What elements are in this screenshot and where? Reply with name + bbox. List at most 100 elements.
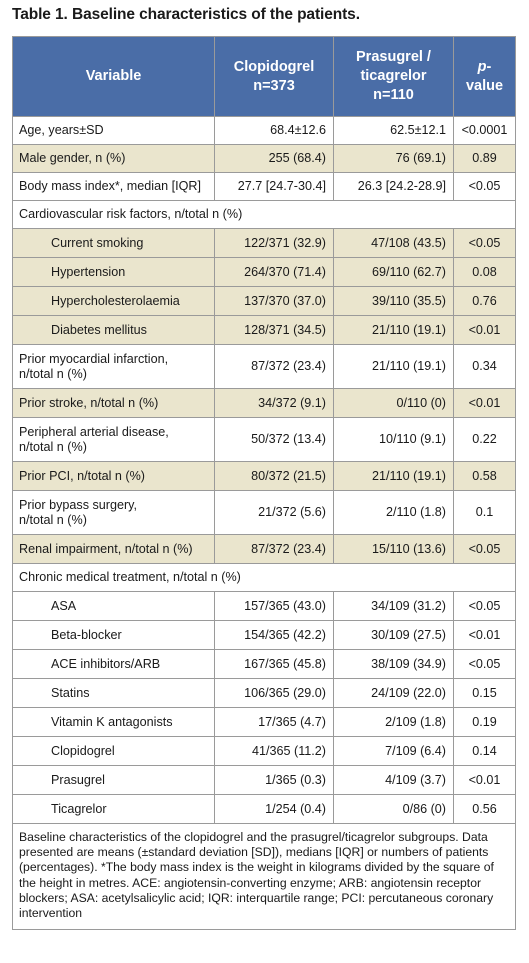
row-label: Current smoking [12,228,215,258]
section-row: Chronic medical treatment, n/total n (%) [12,563,516,592]
section-row: Cardiovascular risk factors, n/total n (… [12,200,516,229]
p-value: 0.19 [453,707,516,737]
table-title: Table 1. Baseline characteristics of the… [12,6,360,23]
header-p-italic: p [477,58,487,75]
header-row: Variable Clopidogrel n=373 Prasugrel / tic… [12,36,516,117]
row-label: Prior myocardial infarction, n/total n (%… [12,344,215,389]
table-row: Prior bypass surgery, n/total n (%) 21/37… [12,490,516,535]
header-variable: Variable [12,36,215,117]
baseline-table: Variable Clopidogrel n=373 Prasugrel / tic… [12,36,516,931]
table-row: Age, years±SD 68.4±12.6 62.5±12.1 <0.000… [12,116,516,145]
row-label: Body mass index*, median [IQR] [12,172,215,201]
clopidogrel-value: 157/365 (43.0) [214,591,334,621]
row-label-line2: n/total n (%) [19,439,87,454]
row-label-line1: Peripheral arterial disease, [19,424,169,439]
clopidogrel-value: 264/370 (71.4) [214,257,334,287]
p-value: 0.22 [453,417,516,462]
clopidogrel-value: 154/365 (42.2) [214,620,334,650]
table-row: Prasugrel 1/365 (0.3) 4/109 (3.7) <0.01 [12,765,516,795]
clopidogrel-value: 1/254 (0.4) [214,794,334,824]
clopidogrel-value: 17/365 (4.7) [214,707,334,737]
table-row: Prior PCI, n/total n (%) 80/372 (21.5) 2… [12,461,516,491]
prasugrel-ticagrelor-value: 2/109 (1.8) [333,707,454,737]
clopidogrel-value: 68.4±12.6 [214,116,334,145]
p-value: <0.05 [453,534,516,564]
row-label: Prior stroke, n/total n (%) [12,388,215,418]
table-row: Statins 106/365 (29.0) 24/109 (22.0) 0.1… [12,678,516,708]
footnote: Baseline characteristics of the clopidog… [12,822,516,931]
prasugrel-ticagrelor-value: 26.3 [24.2-28.9] [333,172,454,201]
header-p-rest: -value [465,58,504,94]
row-label: Prior PCI, n/total n (%) [12,461,215,491]
row-label: Vitamin K antagonists [12,707,215,737]
header-p-value: p-value [453,36,516,117]
prasugrel-ticagrelor-value: 15/110 (13.6) [333,534,454,564]
p-value: <0.0001 [453,116,516,145]
p-value: <0.05 [453,591,516,621]
prasugrel-ticagrelor-value: 2/110 (1.8) [333,490,454,535]
clopidogrel-value: 41/365 (11.2) [214,736,334,766]
prasugrel-ticagrelor-value: 76 (69.1) [333,144,454,173]
p-value: 0.1 [453,490,516,535]
prasugrel-ticagrelor-value: 30/109 (27.5) [333,620,454,650]
prasugrel-ticagrelor-value: 38/109 (34.9) [333,649,454,679]
clopidogrel-value: 34/372 (9.1) [214,388,334,418]
table-row: Diabetes mellitus 128/371 (34.5) 21/110 … [12,315,516,345]
header-pras-line2: ticagrelor [360,68,427,84]
clopidogrel-value: 1/365 (0.3) [214,765,334,795]
clopidogrel-value: 80/372 (21.5) [214,461,334,491]
table-row: Hypercholesterolaemia 137/370 (37.0) 39/… [12,286,516,316]
row-label: Statins [12,678,215,708]
prasugrel-ticagrelor-value: 7/109 (6.4) [333,736,454,766]
header-prasugrel-ticagrelor: Prasugrel / ticagrelor n=110 [333,36,454,117]
prasugrel-ticagrelor-value: 62.5±12.1 [333,116,454,145]
row-label: Peripheral arterial disease, n/total n (%… [12,417,215,462]
section-label: Cardiovascular risk factors, n/total n (… [12,200,516,229]
row-label: Prior bypass surgery, n/total n (%) [12,490,215,535]
clopidogrel-value: 87/372 (23.4) [214,534,334,564]
p-value: <0.01 [453,765,516,795]
prasugrel-ticagrelor-value: 0/110 (0) [333,388,454,418]
row-label: Renal impairment, n/total n (%) [12,534,215,564]
clopidogrel-value: 87/372 (23.4) [214,344,334,389]
header-pras-n: n=110 [373,87,414,103]
table-row: Male gender, n (%) 255 (68.4) 76 (69.1) … [12,144,516,173]
prasugrel-ticagrelor-value: 69/110 (62.7) [333,257,454,287]
table-row: Vitamin K antagonists 17/365 (4.7) 2/109… [12,707,516,737]
clopidogrel-value: 128/371 (34.5) [214,315,334,345]
p-value: <0.05 [453,228,516,258]
table-row: Ticagrelor 1/254 (0.4) 0/86 (0) 0.56 [12,794,516,824]
row-label: Age, years±SD [12,116,215,145]
p-value: 0.58 [453,461,516,491]
header-clopidogrel-name: Clopidogrel [233,58,315,75]
clopidogrel-value: 122/371 (32.9) [214,228,334,258]
row-label-line1: Prior myocardial infarction, [19,351,169,366]
prasugrel-ticagrelor-value: 24/109 (22.0) [333,678,454,708]
row-label: Prasugrel [12,765,215,795]
header-clopidogrel: Clopidogrel n=373 [214,36,334,117]
prasugrel-ticagrelor-value: 21/110 (19.1) [333,344,454,389]
p-value: <0.01 [453,620,516,650]
row-label-line1: Prior bypass surgery, [19,497,138,512]
prasugrel-ticagrelor-value: 21/110 (19.1) [333,315,454,345]
p-value: 0.08 [453,257,516,287]
prasugrel-ticagrelor-value: 21/110 (19.1) [333,461,454,491]
table-row: Peripheral arterial disease, n/total n (%… [12,417,516,462]
row-label: Male gender, n (%) [12,144,215,173]
header-clopidogrel-n: n=373 [253,77,295,94]
footnote-row: Baseline characteristics of the clopidog… [12,822,516,931]
p-value: 0.76 [453,286,516,316]
clopidogrel-value: 137/370 (37.0) [214,286,334,316]
clopidogrel-value: 106/365 (29.0) [214,678,334,708]
row-label: ACE inhibitors/ARB [12,649,215,679]
clopidogrel-value: 27.7 [24.7-30.4] [214,172,334,201]
clopidogrel-value: 167/365 (45.8) [214,649,334,679]
table-row: ACE inhibitors/ARB 167/365 (45.8) 38/109… [12,649,516,679]
p-value: <0.05 [453,172,516,201]
prasugrel-ticagrelor-value: 4/109 (3.7) [333,765,454,795]
header-pras-line1: Prasugrel / [356,49,431,65]
clopidogrel-value: 50/372 (13.4) [214,417,334,462]
row-label: Clopidogrel [12,736,215,766]
prasugrel-ticagrelor-value: 34/109 (31.2) [333,591,454,621]
row-label: Beta-blocker [12,620,215,650]
